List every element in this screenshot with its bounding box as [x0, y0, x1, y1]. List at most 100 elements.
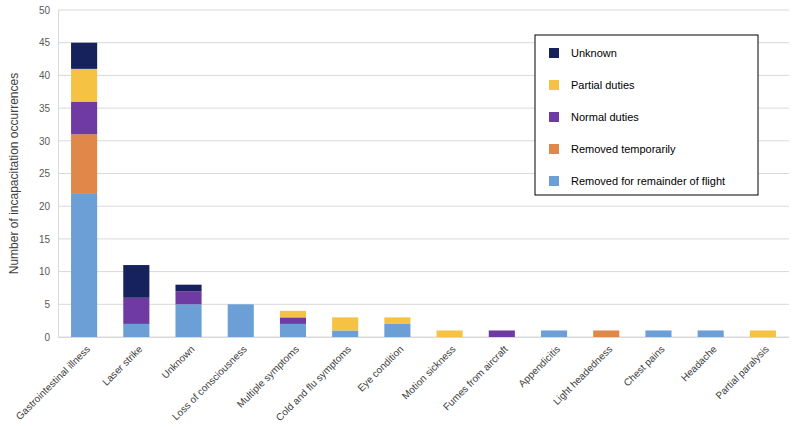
grid-line	[58, 206, 789, 207]
bar	[645, 330, 671, 331]
bar	[228, 304, 254, 305]
legend-swatch	[549, 80, 559, 90]
y-tick: 20	[39, 201, 58, 212]
legend-swatch	[549, 112, 559, 122]
bar	[645, 330, 671, 331]
x-tick-label: Appendicitis	[516, 343, 562, 389]
bar	[489, 330, 515, 337]
x-tick: Appendicitis	[516, 337, 562, 389]
bar	[593, 330, 619, 331]
bar	[489, 330, 515, 331]
grid-line	[58, 10, 789, 11]
bar	[280, 311, 306, 318]
bar	[541, 330, 567, 331]
y-tick-label: 10	[39, 266, 51, 277]
bar	[541, 330, 567, 331]
x-tick: Eye condition	[355, 337, 405, 394]
y-tick-label: 50	[39, 5, 51, 16]
legend-box	[535, 35, 758, 195]
bar	[384, 317, 410, 324]
grid-line	[58, 271, 789, 272]
y-tick-label: 35	[39, 103, 51, 114]
legend-label: Removed temporarily	[571, 143, 676, 155]
legend-swatch	[549, 144, 559, 154]
x-tick: Partial paralysis	[713, 337, 771, 401]
x-tick-label: Partial paralysis	[713, 343, 771, 401]
bar	[71, 69, 97, 102]
bar	[228, 304, 254, 305]
y-tick: 25	[39, 168, 58, 179]
legend-swatch	[549, 48, 559, 58]
bar	[71, 134, 97, 193]
y-tick: 5	[44, 299, 58, 310]
y-axis: 05101520253035404550	[39, 5, 59, 343]
y-tick-label: 20	[39, 201, 51, 212]
bar	[280, 324, 306, 337]
x-tick: Light headedness	[551, 337, 615, 407]
grid	[58, 10, 789, 337]
legend-label: Normal duties	[571, 111, 639, 123]
x-tick-label: Chest pains	[621, 343, 666, 388]
series	[71, 43, 202, 298]
bar	[280, 317, 306, 324]
x-tick-label: Headache	[679, 343, 719, 383]
y-tick: 0	[44, 332, 58, 343]
x-tick-label: Eye condition	[355, 343, 405, 393]
y-axis-line	[58, 11, 59, 338]
x-axis-line	[59, 337, 790, 338]
bar	[489, 330, 515, 331]
bar	[228, 304, 254, 305]
y-tick: 30	[39, 136, 58, 147]
bar	[384, 317, 410, 318]
bar	[541, 330, 567, 337]
bar	[332, 317, 358, 330]
bar	[228, 304, 254, 337]
bar	[750, 330, 776, 337]
bar	[541, 330, 567, 331]
bar	[71, 102, 97, 135]
x-tick-label: Loss of consciousness	[170, 343, 249, 422]
chart: 05101520253035404550Gastrointestinal ill…	[0, 0, 797, 427]
x-tick-label: Light headedness	[551, 343, 615, 407]
y-tick: 15	[39, 234, 58, 245]
x-tick: Gastrointestinal illness	[14, 337, 93, 422]
bar	[541, 330, 567, 331]
bar	[175, 304, 201, 337]
bar	[593, 330, 619, 331]
bar	[645, 330, 671, 331]
bar	[71, 43, 97, 69]
bar	[332, 330, 358, 337]
plot: 05101520253035404550Gastrointestinal ill…	[14, 5, 790, 423]
bar	[123, 324, 149, 337]
legend-label: Removed for remainder of flight	[571, 175, 725, 187]
bar	[645, 330, 671, 337]
y-tick: 50	[39, 5, 58, 16]
y-tick-label: 40	[39, 70, 51, 81]
bar	[280, 310, 306, 311]
y-tick-label: 0	[44, 332, 50, 343]
y-tick-label: 15	[39, 234, 51, 245]
bar	[123, 265, 149, 298]
bar	[750, 330, 776, 331]
y-axis-title: Number of incapacitation occurrences	[7, 73, 21, 274]
bar	[645, 330, 671, 331]
bar	[698, 330, 724, 331]
series	[71, 102, 515, 337]
x-tick: Loss of consciousness	[170, 337, 249, 422]
bar	[71, 193, 97, 337]
bar	[175, 285, 201, 292]
x-tick-label: Cold and flu symptoms	[274, 343, 354, 423]
legend-label: Unknown	[571, 47, 617, 59]
series	[71, 193, 724, 337]
y-tick-label: 30	[39, 136, 51, 147]
x-tick-label: Laser strike	[100, 343, 145, 388]
legend: UnknownPartial dutiesNormal dutiesRemove…	[535, 35, 758, 195]
bar	[437, 330, 463, 331]
y-tick: 35	[39, 103, 58, 114]
bar	[593, 330, 619, 331]
grid-line	[58, 238, 789, 239]
x-tick: Unknown	[159, 337, 196, 381]
bar	[384, 324, 410, 337]
bar	[332, 317, 358, 318]
x-tick: Laser strike	[100, 337, 145, 388]
